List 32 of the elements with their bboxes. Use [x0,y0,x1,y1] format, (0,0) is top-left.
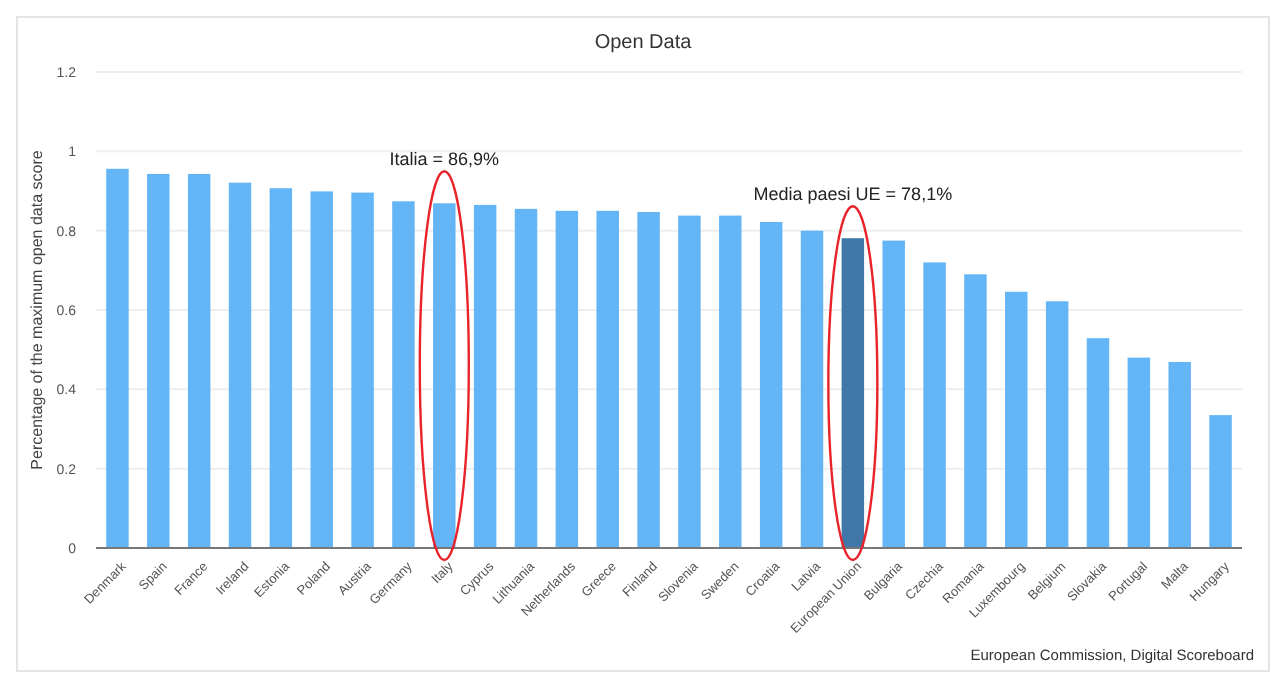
bar [147,173,170,548]
bar [1168,361,1191,548]
bar [596,210,619,548]
bar [923,262,946,548]
bar [1209,415,1232,548]
bar [514,208,538,548]
bar [964,274,987,548]
bar [637,212,660,548]
bar [800,230,824,548]
bar [269,188,293,548]
bar [1045,301,1069,548]
chart-title: Open Data [594,32,693,54]
bar [719,215,742,548]
bar [187,173,211,548]
bar [106,168,129,548]
annotation: Italia = 86,9% [389,149,500,170]
bar [1005,291,1028,548]
bar [555,210,579,548]
bar [759,221,783,548]
bar [1086,338,1110,548]
bar [433,203,456,548]
bar [392,201,415,548]
bar [841,238,865,548]
bar [351,192,374,548]
bar [1127,357,1151,548]
annotation: Media paesi UE = 78,1% [753,184,953,205]
bar [678,215,701,548]
bar [882,240,905,548]
bar [310,191,333,548]
bar [473,204,497,548]
bar [228,182,252,548]
y-axis-title: Percentage of the maximum open data score [28,149,46,470]
